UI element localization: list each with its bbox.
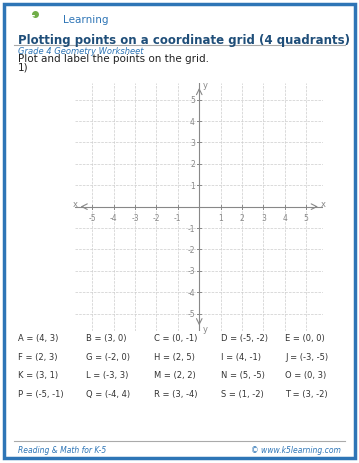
Text: 4: 4 bbox=[190, 117, 195, 126]
Text: Plot and label the points on the grid.: Plot and label the points on the grid. bbox=[18, 54, 209, 64]
Text: -5: -5 bbox=[187, 309, 195, 319]
Text: E = (0, 0): E = (0, 0) bbox=[285, 333, 325, 343]
Text: 1: 1 bbox=[190, 181, 195, 190]
Text: F = (2, 3): F = (2, 3) bbox=[18, 352, 57, 361]
Text: © www.k5learning.com: © www.k5learning.com bbox=[251, 444, 341, 454]
Text: 4: 4 bbox=[283, 213, 287, 223]
Text: J = (-3, -5): J = (-3, -5) bbox=[285, 352, 328, 361]
Text: -4: -4 bbox=[187, 288, 195, 297]
Text: L = (-3, 3): L = (-3, 3) bbox=[86, 370, 129, 380]
Text: S = (1, -2): S = (1, -2) bbox=[221, 389, 264, 398]
Text: P = (-5, -1): P = (-5, -1) bbox=[18, 389, 64, 398]
Text: -3: -3 bbox=[131, 213, 139, 223]
Text: K = (3, 1): K = (3, 1) bbox=[18, 370, 58, 380]
Text: G = (-2, 0): G = (-2, 0) bbox=[86, 352, 130, 361]
Text: Reading & Math for K-5: Reading & Math for K-5 bbox=[18, 444, 106, 454]
Text: 1: 1 bbox=[218, 213, 223, 223]
Text: Grade 4 Geometry Worksheet: Grade 4 Geometry Worksheet bbox=[18, 47, 144, 56]
Text: y: y bbox=[202, 81, 208, 90]
Text: x: x bbox=[321, 200, 326, 208]
Text: M = (2, 2): M = (2, 2) bbox=[154, 370, 196, 380]
Text: 3: 3 bbox=[261, 213, 266, 223]
Text: 5: 5 bbox=[190, 96, 195, 105]
Text: A = (4, 3): A = (4, 3) bbox=[18, 333, 58, 343]
Text: H = (2, 5): H = (2, 5) bbox=[154, 352, 195, 361]
Text: C = (0, -1): C = (0, -1) bbox=[154, 333, 198, 343]
Text: 3: 3 bbox=[190, 138, 195, 148]
Text: B = (3, 0): B = (3, 0) bbox=[86, 333, 127, 343]
Text: O = (0, 3): O = (0, 3) bbox=[285, 370, 327, 380]
Text: -4: -4 bbox=[110, 213, 117, 223]
Text: -1: -1 bbox=[174, 213, 182, 223]
Text: 5: 5 bbox=[304, 213, 309, 223]
Text: Plotting points on a coordinate grid (4 quadrants): Plotting points on a coordinate grid (4 … bbox=[18, 34, 350, 47]
Text: Learning: Learning bbox=[63, 15, 108, 25]
Text: -2: -2 bbox=[153, 213, 160, 223]
Text: -3: -3 bbox=[187, 267, 195, 276]
Text: I = (4, -1): I = (4, -1) bbox=[221, 352, 261, 361]
Text: D = (-5, -2): D = (-5, -2) bbox=[221, 333, 268, 343]
Text: R = (3, -4): R = (3, -4) bbox=[154, 389, 198, 398]
Text: -1: -1 bbox=[187, 224, 195, 233]
Text: Q = (-4, 4): Q = (-4, 4) bbox=[86, 389, 130, 398]
Text: N = (5, -5): N = (5, -5) bbox=[221, 370, 265, 380]
Text: y: y bbox=[202, 325, 208, 333]
Text: T = (3, -2): T = (3, -2) bbox=[285, 389, 328, 398]
Text: -2: -2 bbox=[187, 245, 195, 254]
Text: 1): 1) bbox=[18, 62, 29, 72]
Text: 2: 2 bbox=[190, 160, 195, 169]
Text: 2: 2 bbox=[240, 213, 244, 223]
Text: -5: -5 bbox=[88, 213, 96, 223]
Text: x: x bbox=[72, 200, 77, 208]
Text: K5: K5 bbox=[20, 15, 36, 25]
